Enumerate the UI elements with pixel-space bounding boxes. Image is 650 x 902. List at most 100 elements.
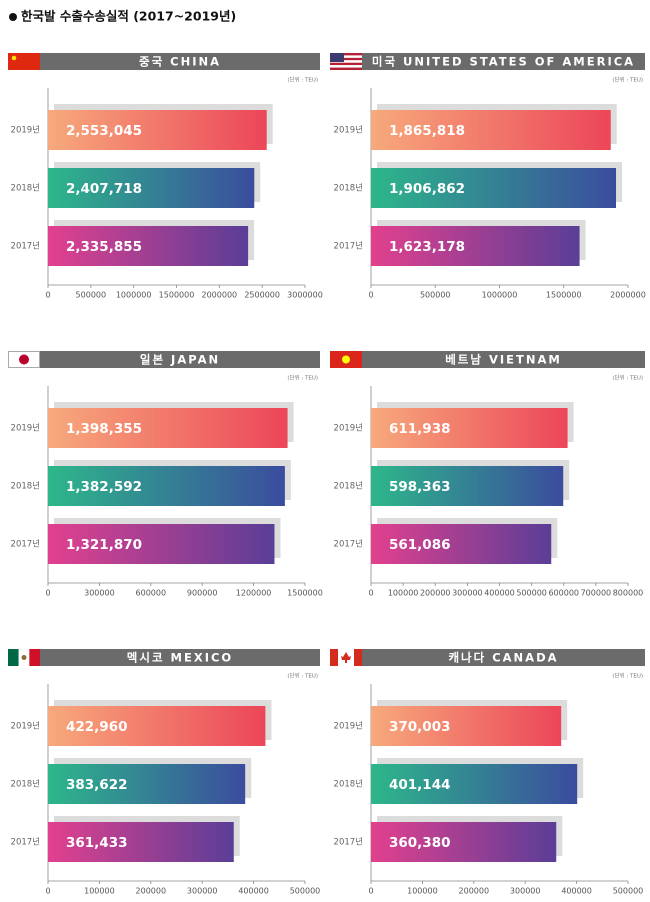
- category-label: 2017년: [334, 241, 363, 252]
- unit-note: (단위 : TEU): [612, 374, 643, 382]
- flag-part: [330, 649, 338, 666]
- panel-header: [362, 351, 645, 368]
- value-label: 1,865,818: [389, 123, 465, 139]
- x-tick-label: 2500000: [244, 291, 280, 300]
- bar: [48, 408, 288, 448]
- bar: [371, 408, 568, 448]
- flag-border: [8, 351, 40, 368]
- flag-part: [330, 65, 362, 68]
- unit-note: (단위 : TEU): [612, 76, 643, 84]
- x-tick-label: 100000: [84, 887, 115, 896]
- title-bullet: [9, 13, 17, 21]
- panel-title: 멕시코 MEXICO: [127, 651, 233, 665]
- flag-part: [8, 649, 19, 666]
- x-tick-label: 0: [368, 291, 373, 300]
- x-tick-label: 100000: [388, 589, 419, 598]
- bar: [371, 822, 557, 862]
- value-label: 1,321,870: [66, 537, 142, 553]
- x-tick-label: 500000: [613, 887, 644, 896]
- flag: [330, 649, 362, 666]
- unit-note: (단위 : TEU): [287, 76, 318, 84]
- x-tick-label: 600000: [136, 589, 167, 598]
- value-label: 360,380: [389, 835, 451, 851]
- unit-note: (단위 : TEU): [287, 672, 318, 680]
- x-tick-label: 1000000: [116, 291, 152, 300]
- panel-title: 캐나다 CANADA: [448, 651, 558, 665]
- x-tick-label: 600000: [548, 589, 579, 598]
- panel-title: 미국 UNITED STATES OF AMERICA: [372, 55, 635, 69]
- panel-header: [362, 649, 645, 666]
- flag-part: [330, 55, 362, 58]
- value-label: 1,398,355: [66, 421, 142, 437]
- value-label: 383,622: [66, 777, 128, 793]
- category-label: 2018년: [334, 481, 363, 492]
- category-label: 2019년: [11, 125, 40, 136]
- bar: [48, 764, 246, 804]
- flag-part: [354, 649, 362, 666]
- x-tick-label: 200000: [459, 887, 490, 896]
- category-label: 2019년: [11, 721, 40, 732]
- x-tick-label: 500000: [420, 291, 451, 300]
- value-label: 401,144: [389, 777, 451, 793]
- category-label: 2019년: [334, 721, 363, 732]
- x-tick-label: 100000: [407, 887, 438, 896]
- x-tick-label: 1200000: [236, 589, 272, 598]
- category-label: 2018년: [334, 183, 363, 194]
- x-tick-label: 700000: [581, 589, 612, 598]
- flag-part: [330, 53, 344, 62]
- bar: [48, 706, 266, 746]
- category-label: 2018년: [11, 183, 40, 194]
- x-tick-label: 0: [368, 887, 373, 896]
- x-tick-label: 500000: [516, 589, 547, 598]
- x-tick-label: 0: [45, 291, 50, 300]
- category-label: 2019년: [334, 423, 363, 434]
- category-label: 2017년: [334, 837, 363, 848]
- panel-header: [40, 351, 320, 368]
- flag-part: [330, 67, 362, 70]
- flag-emblem: [21, 655, 27, 660]
- panel-title: 일본 JAPAN: [140, 353, 220, 367]
- x-tick-label: 1000000: [482, 291, 518, 300]
- bar: [371, 226, 580, 266]
- flag: [8, 351, 40, 368]
- x-tick-label: 300000: [187, 887, 218, 896]
- value-label: 561,086: [389, 537, 451, 553]
- bar: [48, 168, 255, 208]
- value-label: 2,335,855: [66, 239, 142, 255]
- value-label: 422,960: [66, 719, 128, 735]
- category-label: 2017년: [11, 837, 40, 848]
- category-label: 2017년: [11, 539, 40, 550]
- value-label: 2,553,045: [66, 123, 142, 139]
- category-label: 2018년: [334, 779, 363, 790]
- bar: [371, 168, 617, 208]
- x-tick-label: 1500000: [287, 589, 323, 598]
- value-label: 598,363: [389, 479, 451, 495]
- flag-star: [342, 355, 350, 364]
- x-tick-label: 1500000: [546, 291, 582, 300]
- flag-part: [330, 57, 362, 61]
- value-label: 1,382,592: [66, 479, 142, 495]
- x-tick-label: 500000: [76, 291, 107, 300]
- x-tick-label: 2000000: [610, 291, 646, 300]
- bar: [371, 466, 564, 506]
- panel-title: 중국 CHINA: [139, 55, 221, 69]
- x-tick-label: 0: [368, 589, 373, 598]
- x-tick-label: 400000: [238, 887, 269, 896]
- x-tick-label: 0: [45, 887, 50, 896]
- x-tick-label: 300000: [510, 887, 541, 896]
- bar: [371, 764, 578, 804]
- panel-header: [40, 649, 320, 666]
- category-label: 2017년: [334, 539, 363, 550]
- x-tick-label: 800000: [613, 589, 644, 598]
- value-label: 1,906,862: [389, 181, 465, 197]
- unit-note: (단위 : TEU): [287, 374, 318, 382]
- bar: [48, 110, 267, 150]
- x-tick-label: 400000: [484, 589, 515, 598]
- flag: [330, 53, 362, 70]
- panel-title: 베트남 VIETNAM: [445, 353, 562, 367]
- x-tick-label: 900000: [187, 589, 218, 598]
- category-label: 2019년: [11, 423, 40, 434]
- value-label: 361,433: [66, 835, 128, 851]
- category-label: 2017년: [11, 241, 40, 252]
- x-tick-label: 200000: [420, 589, 451, 598]
